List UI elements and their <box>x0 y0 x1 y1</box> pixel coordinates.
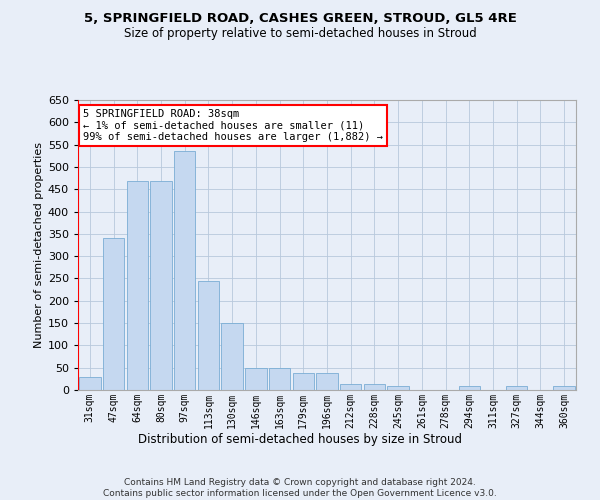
Text: Contains HM Land Registry data © Crown copyright and database right 2024.
Contai: Contains HM Land Registry data © Crown c… <box>103 478 497 498</box>
Bar <box>127 181 148 390</box>
Bar <box>151 181 172 390</box>
Text: 5, SPRINGFIELD ROAD, CASHES GREEN, STROUD, GL5 4RE: 5, SPRINGFIELD ROAD, CASHES GREEN, STROU… <box>83 12 517 26</box>
Bar <box>269 368 290 390</box>
Text: 5 SPRINGFIELD ROAD: 38sqm
← 1% of semi-detached houses are smaller (11)
99% of s: 5 SPRINGFIELD ROAD: 38sqm ← 1% of semi-d… <box>83 108 383 142</box>
Bar <box>364 384 385 390</box>
Bar <box>506 386 527 390</box>
Bar <box>198 280 219 390</box>
Bar <box>458 386 480 390</box>
Bar <box>221 323 243 390</box>
Y-axis label: Number of semi-detached properties: Number of semi-detached properties <box>34 142 44 348</box>
Bar <box>103 238 124 390</box>
Bar <box>388 386 409 390</box>
Bar <box>245 368 266 390</box>
Bar <box>293 373 314 390</box>
Bar <box>340 384 361 390</box>
Bar <box>79 376 101 390</box>
Bar <box>174 152 196 390</box>
Bar <box>553 386 575 390</box>
Text: Size of property relative to semi-detached houses in Stroud: Size of property relative to semi-detach… <box>124 28 476 40</box>
Bar <box>316 373 338 390</box>
Text: Distribution of semi-detached houses by size in Stroud: Distribution of semi-detached houses by … <box>138 432 462 446</box>
